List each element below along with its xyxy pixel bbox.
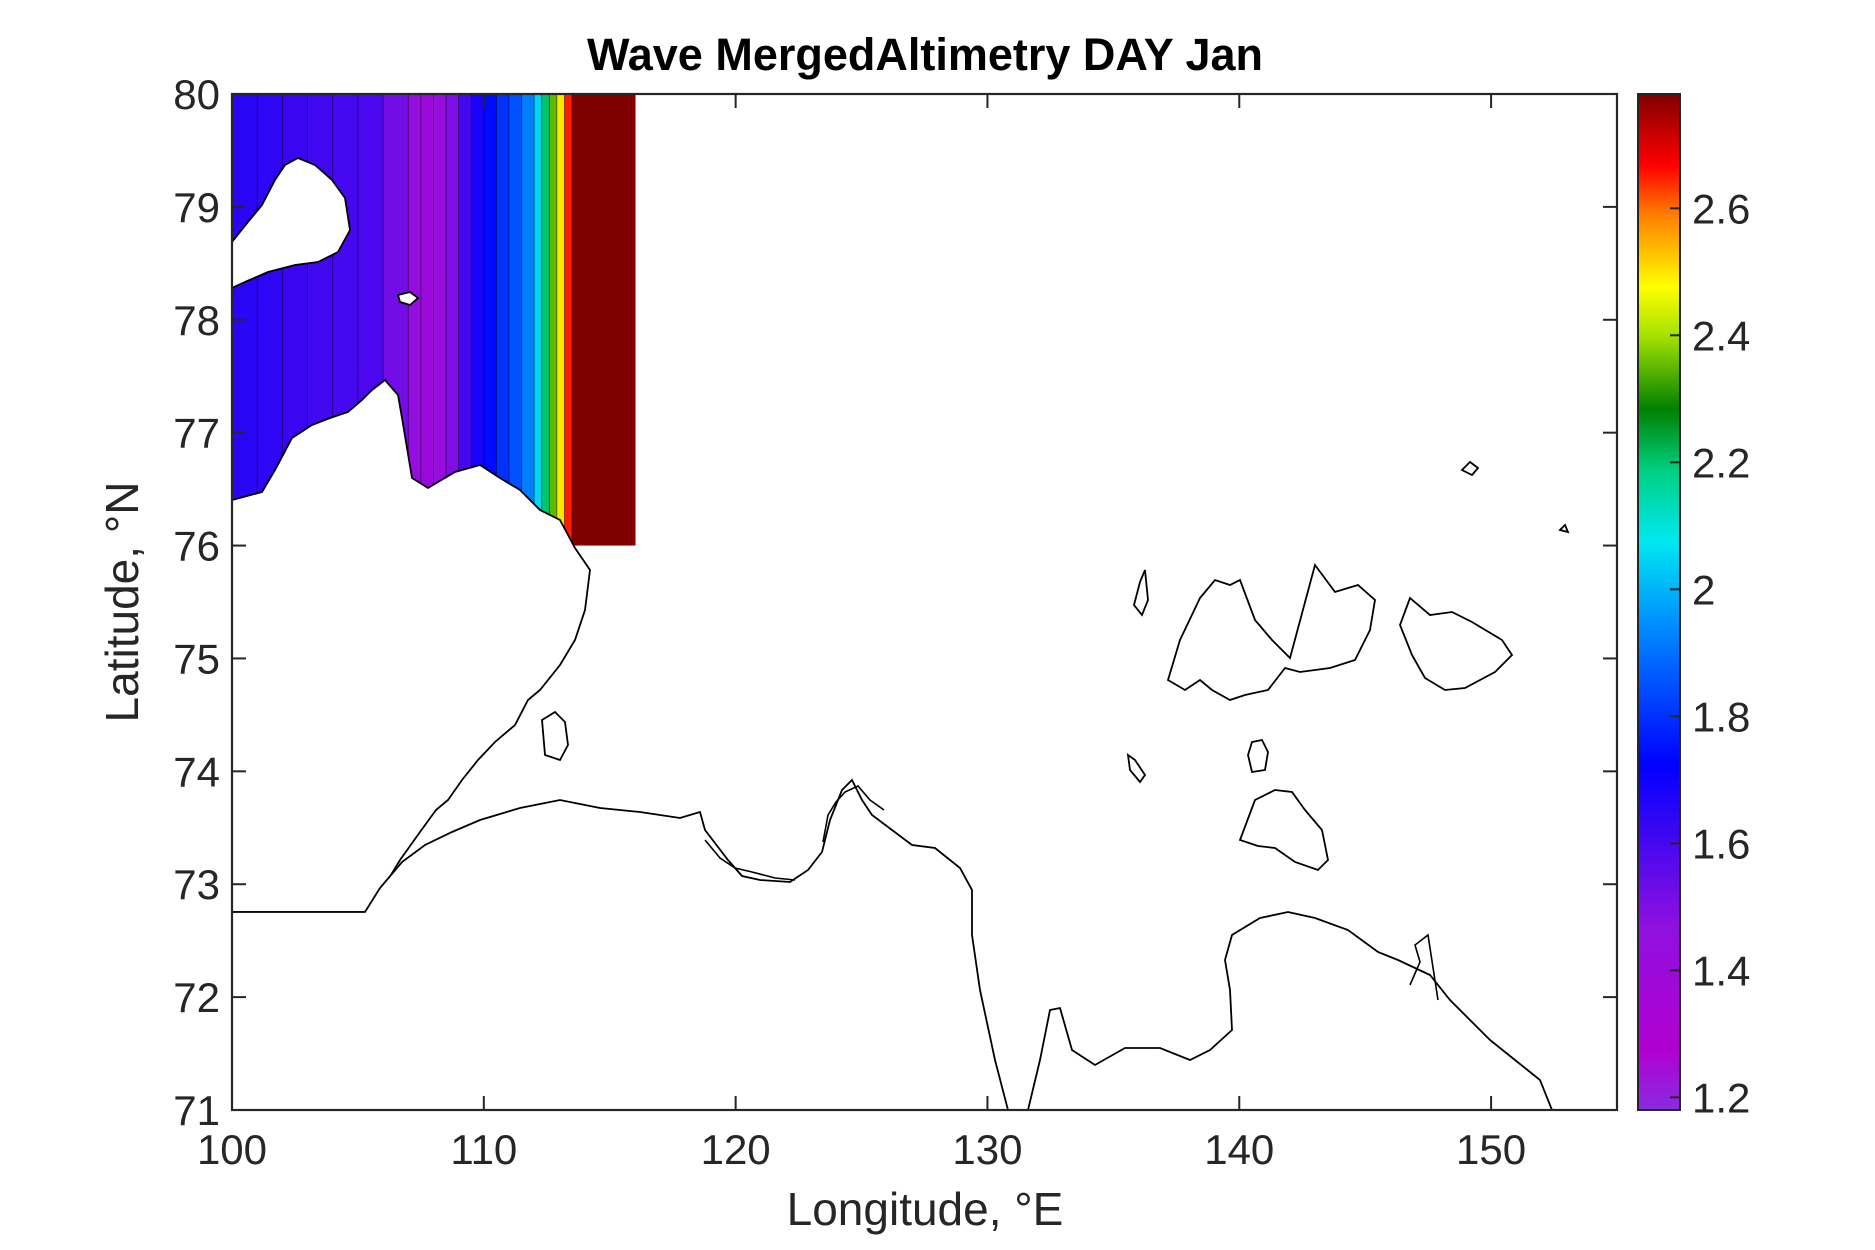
colorbar-tick-label: 1.4 bbox=[1692, 947, 1750, 994]
coastline-detail bbox=[704, 785, 1439, 1001]
y-tick-label: 80 bbox=[173, 71, 220, 118]
field-cell bbox=[521, 94, 535, 546]
y-axis: 71 72 73 74 75 76 77 78 79 80 bbox=[173, 71, 1617, 1134]
taymyr-island-small bbox=[541, 710, 569, 762]
field-cell bbox=[408, 94, 422, 546]
colorbar-tick-label: 2.2 bbox=[1692, 439, 1750, 486]
x-axis: 100 110 120 130 140 150 bbox=[197, 94, 1526, 1173]
field-cell bbox=[471, 94, 485, 546]
x-tick-label: 150 bbox=[1456, 1126, 1526, 1173]
land-masks bbox=[232, 157, 1570, 1110]
kotelny-island bbox=[1166, 562, 1376, 701]
field-cell bbox=[541, 94, 550, 546]
field-cell bbox=[483, 94, 498, 546]
severnaya-zemlya-small bbox=[396, 291, 420, 307]
x-tick-label: 100 bbox=[197, 1126, 267, 1173]
y-axis-label: Latitude, °N bbox=[96, 482, 148, 723]
x-tick-label: 140 bbox=[1204, 1126, 1274, 1173]
colorbar-gradient bbox=[1637, 93, 1681, 1111]
small-island-2 bbox=[1133, 569, 1149, 617]
colorbar-tick-label: 1.2 bbox=[1692, 1074, 1750, 1121]
colorbar-tick-label: 1.8 bbox=[1692, 693, 1750, 740]
severnaya-zemlya-island-1 bbox=[232, 157, 351, 289]
small-island-3 bbox=[1126, 753, 1147, 784]
plot-axes-box bbox=[230, 92, 1619, 1112]
colorbar-ticks: 1.2 1.4 1.6 1.8 2 2.2 2.4 2.6 bbox=[1670, 185, 1750, 1121]
y-tick-label: 73 bbox=[173, 861, 220, 908]
colorbar-tick-label: 2.6 bbox=[1692, 185, 1750, 232]
y-tick-label: 79 bbox=[173, 184, 220, 231]
colorbar-tick-label: 2 bbox=[1692, 566, 1715, 613]
bolshoy-lyakhovsky-island bbox=[1238, 789, 1329, 872]
y-tick-label: 74 bbox=[173, 748, 220, 795]
field-cell bbox=[564, 94, 573, 546]
plot-area bbox=[232, 94, 1570, 1110]
small-island-5 bbox=[1558, 523, 1570, 534]
field-cell bbox=[433, 94, 447, 546]
field-cell bbox=[458, 94, 472, 546]
colorbar: 1.2 1.4 1.6 1.8 2 2.2 2.4 2.6 bbox=[1637, 93, 1750, 1121]
y-tick-label: 75 bbox=[173, 635, 220, 682]
field-cell bbox=[534, 94, 543, 546]
colorbar-tick-label: 2.4 bbox=[1692, 312, 1750, 359]
new-siberia-island bbox=[1399, 596, 1514, 691]
chart-title: Wave MergedAltimetry DAY Jan bbox=[587, 29, 1263, 80]
x-axis-label: Longitude, °E bbox=[787, 1183, 1064, 1235]
taymyr-coast-land bbox=[232, 378, 591, 913]
field-cell bbox=[446, 94, 460, 546]
x-tick-label: 130 bbox=[952, 1126, 1022, 1173]
siberia-east-land bbox=[1027, 911, 1553, 1110]
x-tick-label: 120 bbox=[701, 1126, 771, 1173]
field-cell bbox=[549, 94, 558, 546]
small-island-1 bbox=[1247, 738, 1269, 774]
siberia-mainland-land bbox=[232, 778, 1009, 1110]
y-tick-label: 78 bbox=[173, 297, 220, 344]
field-cell bbox=[420, 94, 435, 546]
y-tick-label: 72 bbox=[173, 974, 220, 1021]
y-tick-label: 76 bbox=[173, 523, 220, 570]
x-tick-label: 110 bbox=[450, 1126, 517, 1173]
field-cell bbox=[571, 94, 636, 546]
y-tick-label: 77 bbox=[173, 410, 220, 457]
field-cell bbox=[509, 94, 523, 546]
colorbar-tick-label: 1.6 bbox=[1692, 820, 1750, 867]
field-cell bbox=[496, 94, 510, 546]
field-cell bbox=[556, 94, 565, 546]
small-island-4 bbox=[1460, 460, 1480, 477]
y-tick-label: 71 bbox=[173, 1087, 220, 1134]
